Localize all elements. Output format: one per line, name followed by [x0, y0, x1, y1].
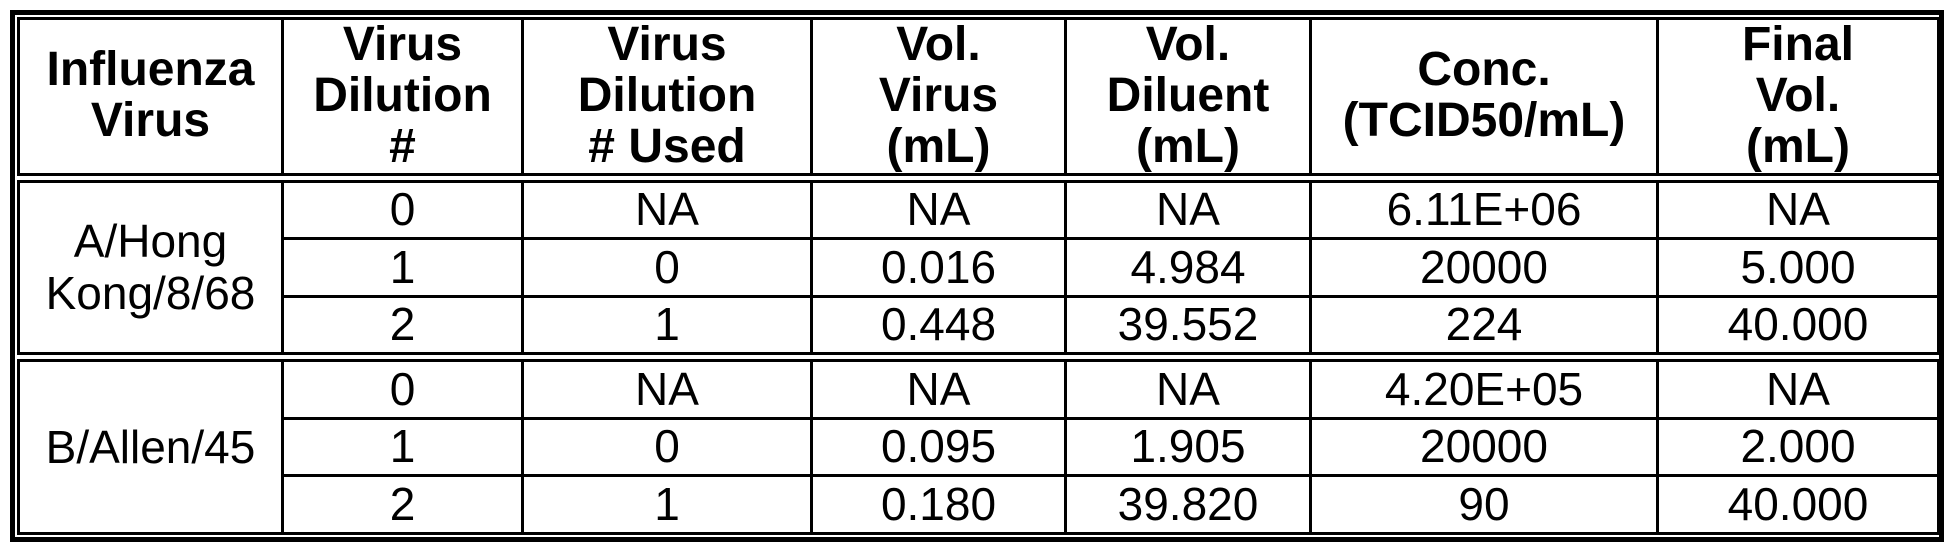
data-cell: 1.905	[1064, 416, 1312, 478]
data-cell: 1	[281, 237, 524, 298]
data-cell: 90	[1309, 474, 1659, 535]
header-final-vol: Final Vol. (mL)	[1656, 16, 1940, 183]
data-cell: 39.552	[1064, 294, 1312, 359]
header-vol-diluent: Vol. Diluent (mL)	[1064, 16, 1312, 183]
data-cell: 2	[281, 294, 524, 359]
data-cell: 1	[521, 474, 813, 535]
table-row-a-hongkong-2: 2 1 0.448 39.552 224 40.000	[19, 294, 1940, 359]
table-row-b-allen-0: B/Allen/45 0 NA NA NA 4.20E+05 NA	[17, 352, 1940, 536]
data-cell: 6.11E+06	[1309, 176, 1659, 241]
header-influenza-virus: Influenza Virus	[17, 16, 284, 183]
data-cell: 1	[521, 294, 813, 359]
table-row-a-hongkong-0: A/Hong Kong/8/68 0 NA NA NA 6.11E+06 NA	[17, 176, 1940, 359]
data-cell: 40.000	[1656, 294, 1940, 359]
data-cell: 2.000	[1656, 416, 1940, 478]
data-cell: 0	[281, 176, 524, 241]
data-cell: NA	[1064, 352, 1312, 420]
data-cell: 39.820	[1064, 474, 1312, 535]
table-row-a-hongkong-1: 1 0 0.016 4.984 20000 5.000	[19, 237, 1940, 298]
data-cell: NA	[521, 176, 813, 241]
virus-name-cell-a-hongkong: A/Hong Kong/8/68	[17, 176, 284, 359]
data-cell: 4.984	[1064, 237, 1312, 298]
table-outer-border: Influenza Virus Virus Dilution # Virus D…	[10, 10, 1944, 542]
header-virus-dilution-number-used: Virus Dilution # Used	[521, 16, 813, 183]
data-cell: 0.180	[810, 474, 1067, 535]
data-cell: NA	[1656, 352, 1940, 420]
data-cell: NA	[1064, 176, 1312, 241]
data-cell: 0	[521, 416, 813, 478]
data-cell: 0	[281, 352, 524, 420]
data-cell: NA	[810, 176, 1067, 241]
virus-name-cell-b-allen: B/Allen/45	[17, 352, 284, 536]
data-cell: NA	[810, 352, 1067, 420]
data-cell: 2	[281, 474, 524, 535]
data-cell: 5.000	[1656, 237, 1940, 298]
data-cell: 20000	[1309, 416, 1659, 478]
data-cell: 0.448	[810, 294, 1067, 359]
data-cell: 20000	[1309, 237, 1659, 298]
header-row: Influenza Virus Virus Dilution # Virus D…	[17, 16, 1940, 183]
data-cell: 0.095	[810, 416, 1067, 478]
data-cell: NA	[521, 352, 813, 420]
data-cell: 0.016	[810, 237, 1067, 298]
data-cell: 224	[1309, 294, 1659, 359]
table-row-b-allen-1: 1 0 0.095 1.905 20000 2.000	[19, 416, 1940, 478]
data-cell: NA	[1656, 176, 1940, 241]
header-virus-dilution-number: Virus Dilution #	[281, 16, 524, 183]
data-cell: 4.20E+05	[1309, 352, 1659, 420]
table-row-b-allen-2: 2 1 0.180 39.820 90 40.000	[19, 474, 1940, 535]
virus-dilution-table: Influenza Virus Virus Dilution # Virus D…	[17, 16, 1940, 536]
data-cell: 1	[281, 416, 524, 478]
header-vol-virus: Vol. Virus (mL)	[810, 16, 1067, 183]
data-cell: 40.000	[1656, 474, 1940, 535]
header-conc-tcid50: Conc. (TCID50/mL)	[1309, 16, 1659, 183]
data-cell: 0	[521, 237, 813, 298]
